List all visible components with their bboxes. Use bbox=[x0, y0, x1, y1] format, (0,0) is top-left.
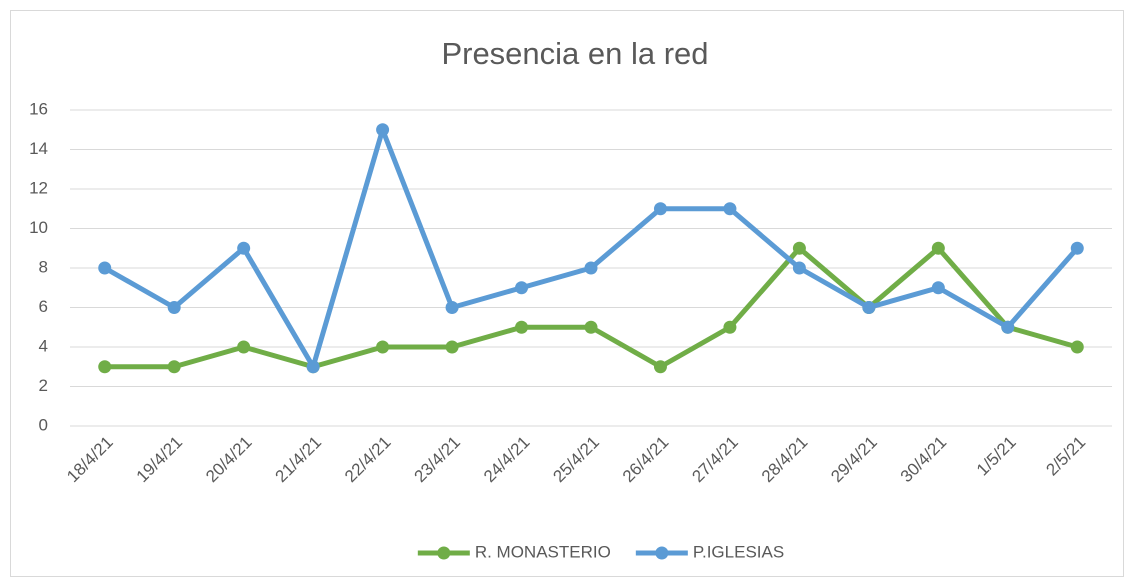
series-marker bbox=[98, 360, 112, 374]
legend-label: P.IGLESIAS bbox=[693, 542, 784, 561]
series-marker bbox=[1070, 340, 1084, 354]
series-marker bbox=[376, 123, 390, 137]
legend-marker bbox=[655, 546, 669, 560]
series-marker bbox=[931, 241, 945, 255]
series-marker bbox=[306, 360, 320, 374]
series-marker bbox=[237, 241, 251, 255]
legend-label: R. MONASTERIO bbox=[475, 542, 611, 561]
series-marker bbox=[376, 340, 390, 354]
y-tick-label: 10 bbox=[29, 218, 48, 237]
series-marker bbox=[862, 301, 876, 314]
legend-marker bbox=[437, 546, 451, 560]
series-marker bbox=[515, 281, 529, 295]
series-marker bbox=[792, 241, 806, 255]
series-marker bbox=[445, 340, 459, 354]
series-marker bbox=[167, 301, 181, 314]
series-marker bbox=[723, 320, 737, 334]
chart-title: Presencia en la red bbox=[441, 36, 708, 71]
series-marker bbox=[237, 340, 251, 354]
y-tick-label: 0 bbox=[39, 415, 48, 434]
y-tick-label: 8 bbox=[39, 257, 48, 276]
series-marker bbox=[167, 360, 181, 374]
series-marker bbox=[653, 360, 667, 374]
series-marker bbox=[584, 261, 598, 275]
series-marker bbox=[792, 261, 806, 275]
chart-border bbox=[10, 10, 1124, 577]
y-tick-label: 14 bbox=[29, 139, 48, 158]
series-marker bbox=[584, 320, 598, 334]
series-marker bbox=[653, 202, 667, 216]
series-marker bbox=[515, 320, 529, 334]
series-marker bbox=[98, 261, 112, 275]
series-marker bbox=[1070, 241, 1084, 255]
series-marker bbox=[723, 202, 737, 216]
series-marker bbox=[445, 301, 459, 314]
y-tick-label: 12 bbox=[29, 178, 48, 197]
series-marker bbox=[931, 281, 945, 295]
y-tick-label: 4 bbox=[39, 336, 48, 355]
y-tick-label: 6 bbox=[39, 297, 48, 316]
y-tick-label: 16 bbox=[29, 99, 48, 118]
y-tick-label: 2 bbox=[39, 376, 48, 395]
series-marker bbox=[1001, 320, 1015, 334]
